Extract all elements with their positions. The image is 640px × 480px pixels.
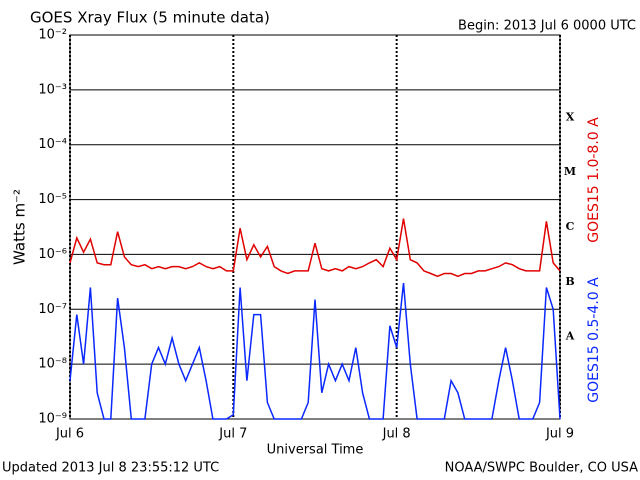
y-tick-label: 10⁻³ bbox=[38, 82, 67, 97]
footer-right: NOAA/SWPC Boulder, CO USA bbox=[445, 461, 638, 476]
flare-class-label: M bbox=[564, 165, 576, 178]
y-axis-label: Watts m⁻² bbox=[11, 189, 29, 265]
y-tick-label: 10⁻⁴ bbox=[38, 137, 67, 152]
series-line bbox=[69, 283, 561, 420]
y-tick-label: 10⁻⁷ bbox=[38, 302, 67, 317]
plot-frame bbox=[69, 34, 561, 420]
y-tick-label: 10⁻⁶ bbox=[38, 247, 67, 262]
x-axis-label: Universal Time bbox=[267, 443, 364, 458]
legend-entry: GOES15 0.5-4.0 A bbox=[586, 277, 602, 403]
flare-class-label: X bbox=[566, 110, 575, 123]
legend-entry: GOES15 1.0-8.0 A bbox=[586, 117, 602, 243]
x-tick-label: Jul 8 bbox=[382, 427, 411, 442]
y-tick-label: 10⁻⁹ bbox=[38, 412, 67, 427]
chart-title: GOES Xray Flux (5 minute data) bbox=[30, 9, 270, 27]
x-tick-label: Jul 6 bbox=[55, 427, 84, 442]
footer-left: Updated 2013 Jul 8 23:55:12 UTC bbox=[2, 461, 219, 476]
y-tick-label: 10⁻⁵ bbox=[38, 192, 67, 207]
flare-class-label: C bbox=[566, 220, 575, 233]
y-tick-label: 10⁻² bbox=[38, 28, 67, 43]
flare-class-label: B bbox=[565, 275, 574, 288]
x-tick-label: Jul 7 bbox=[218, 427, 247, 442]
series-line bbox=[69, 218, 561, 278]
x-tick-label: Jul 9 bbox=[545, 427, 574, 442]
chart-subtitle: Begin: 2013 Jul 6 0000 UTC bbox=[458, 19, 636, 34]
y-tick-label: 10⁻⁸ bbox=[38, 357, 67, 372]
flare-class-label: A bbox=[565, 330, 575, 343]
